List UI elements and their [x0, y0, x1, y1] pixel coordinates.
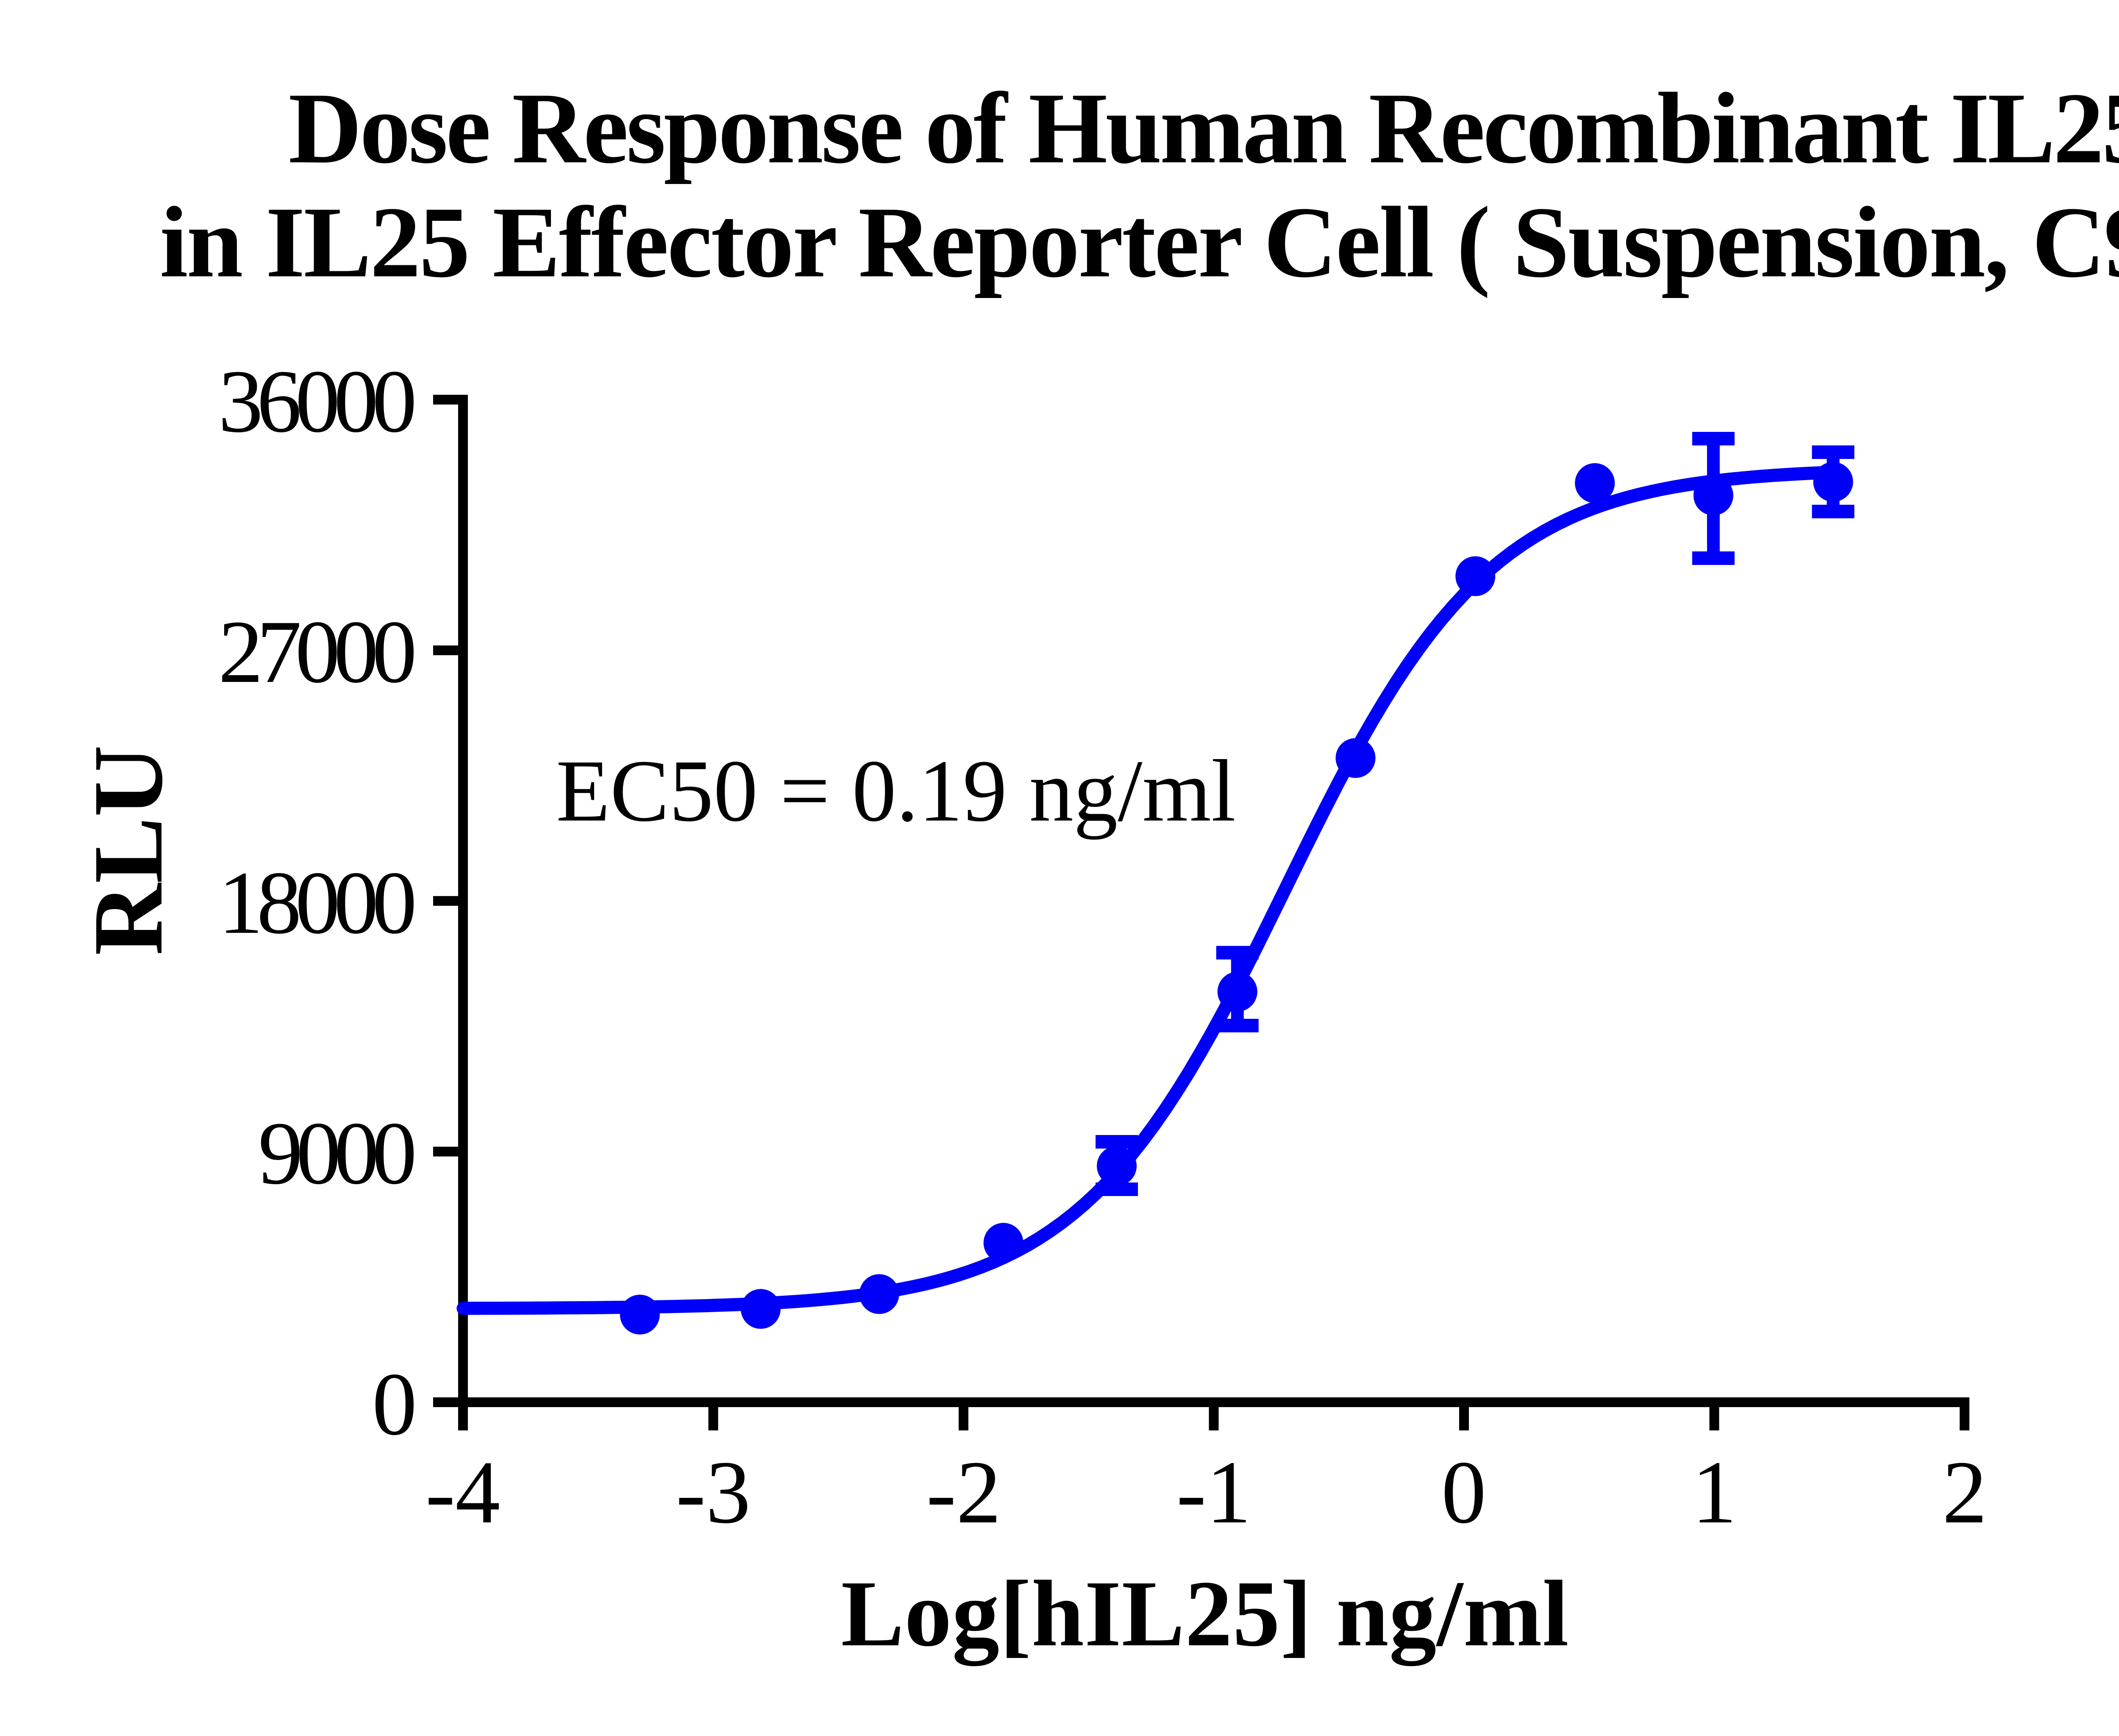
svg-text:9000: 9000	[258, 1103, 417, 1203]
svg-text:-1: -1	[1176, 1442, 1251, 1542]
svg-text:in IL25 Effector Reporter Cell: in IL25 Effector Reporter Cell ( Suspens…	[160, 186, 2119, 298]
svg-text:36000: 36000	[218, 351, 417, 451]
svg-text:RLU: RLU	[73, 745, 183, 955]
svg-text:Dose Response of Human Recombi: Dose Response of Human Recombinant IL25	[289, 72, 2119, 184]
svg-text:-3: -3	[676, 1442, 751, 1542]
svg-text:2: 2	[1942, 1442, 1987, 1542]
svg-text:18000: 18000	[218, 853, 417, 952]
svg-text:EC50 = 0.19 ng/ml: EC50 = 0.19 ng/ml	[556, 742, 1236, 840]
svg-text:0: 0	[1441, 1442, 1486, 1542]
svg-text:-4: -4	[425, 1442, 501, 1542]
svg-text:27000: 27000	[218, 602, 417, 701]
svg-text:1: 1	[1692, 1442, 1737, 1542]
svg-text:0: 0	[372, 1354, 417, 1454]
svg-text:Log[hIL25] ng/ml: Log[hIL25] ng/ml	[841, 1561, 1569, 1666]
svg-text:-2: -2	[926, 1442, 1001, 1542]
